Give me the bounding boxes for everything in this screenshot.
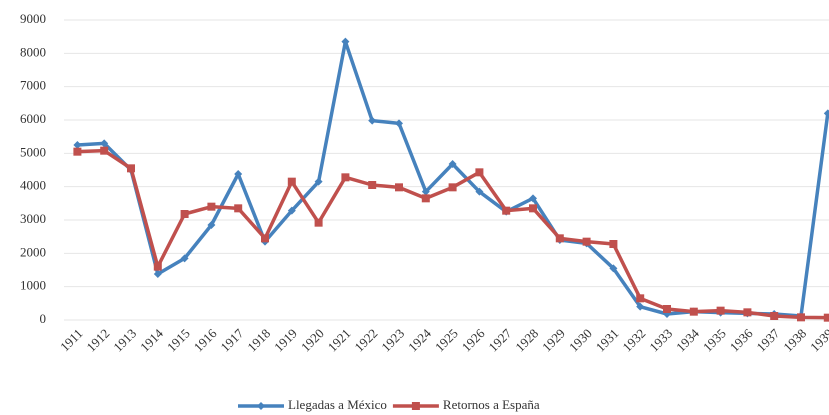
x-tick-label: 1911 [57,326,86,355]
y-tick-label: 8000 [20,44,46,59]
x-tick-label: 1938 [780,326,809,355]
data-point [261,234,269,243]
data-point [823,313,829,322]
series [73,37,829,320]
x-tick-label: 1926 [459,325,488,354]
data-point [314,218,323,227]
data-point [502,206,511,215]
data-point [529,194,537,203]
data-point [153,270,162,278]
x-tick-label: 1922 [351,326,380,355]
legend-label: Retornos a España [443,397,540,412]
x-tick-label: 1937 [753,325,782,354]
y-tick-label: 9000 [20,11,46,26]
x-tick-label: 1934 [673,325,702,354]
data-point [368,116,377,125]
data-point [207,202,216,211]
data-point [395,183,403,192]
data-point [180,254,189,263]
x-tick-label: 1927 [485,325,514,354]
x-tick-label: 1916 [191,325,220,354]
y-tick-label: 4000 [20,178,46,193]
data-point [448,183,457,192]
x-tick-label: 1924 [405,325,434,354]
data-point [421,187,430,196]
data-point [153,262,162,271]
data-point [689,307,698,316]
x-tick-label: 1920 [298,326,327,355]
legend-marker [411,402,420,410]
x-tick-label: 1925 [432,326,461,355]
x-tick-label: 1917 [217,325,246,354]
x-tick-label: 1931 [593,326,622,355]
x-tick-label: 1914 [137,325,166,354]
data-point [287,206,296,215]
series [73,146,829,322]
data-point [100,146,109,155]
data-point [636,302,645,311]
y-tick-label: 5000 [20,144,46,159]
legend-marker [257,402,265,410]
data-point [743,308,752,317]
data-point [180,210,189,218]
x-tick-label: 1918 [244,326,273,355]
data-point [421,194,430,203]
data-point [823,109,829,118]
data-point [287,177,296,186]
x-tick-label: 1936 [727,325,756,354]
data-point [448,160,457,168]
x-tick-label: 1919 [271,326,300,355]
data-point [636,294,645,303]
y-tick-label: 0 [40,311,47,326]
x-tick-label: 1933 [646,326,675,355]
data-point [663,305,671,313]
y-tick-label: 6000 [20,111,46,126]
data-point [368,181,377,189]
data-point [609,240,618,248]
data-point [234,170,243,178]
legend-label: Llegadas a México [288,397,387,412]
x-tick-label: 1921 [325,326,354,355]
data-point [555,234,564,243]
data-point [100,139,109,148]
x-tick-label: 1915 [164,326,193,355]
x-tick-label: 1935 [700,326,729,355]
data-point [341,173,350,182]
legend: Llegadas a México Retornos a España [238,397,540,412]
x-tick-label: 1932 [619,326,648,355]
x-tick-label: 1928 [512,326,541,355]
data-point [341,37,350,46]
y-tick-label: 7000 [20,78,46,93]
series-line [77,148,828,320]
data-point [797,313,805,322]
x-tick-label: 1930 [566,326,595,355]
data-point [207,221,216,229]
x-tick-label: 1912 [83,326,112,355]
data-point [582,237,591,246]
x-tick-label: 1939 [807,326,829,355]
y-tick-label: 2000 [20,244,46,259]
data-point [73,141,82,149]
data-point [475,168,484,177]
data-point [770,312,779,320]
data-point [716,306,725,315]
data-point [127,164,135,173]
x-tick-label: 1929 [539,326,568,355]
data-point [609,264,618,273]
x-tick-label: 1913 [110,326,139,355]
y-tick-label: 3000 [20,211,46,226]
data-point [234,204,243,213]
data-point [73,147,82,156]
data-point [475,187,484,196]
x-tick-label: 1923 [378,326,407,355]
data-point [314,177,323,186]
data-point [395,119,403,128]
y-tick-label: 1000 [20,278,46,293]
data-point [529,204,537,213]
series-line [77,39,829,318]
